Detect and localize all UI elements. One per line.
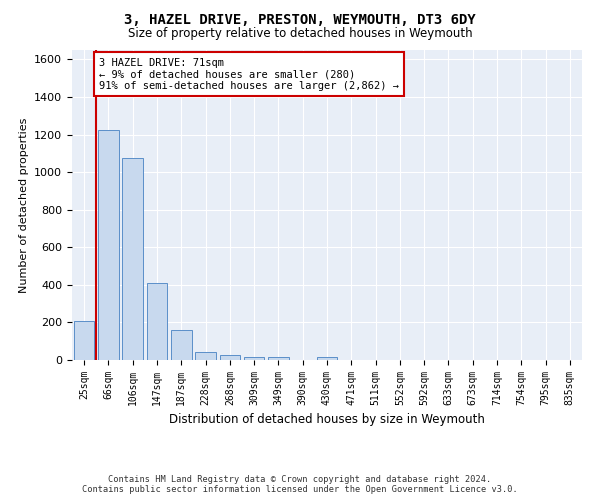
Text: 3, HAZEL DRIVE, PRESTON, WEYMOUTH, DT3 6DY: 3, HAZEL DRIVE, PRESTON, WEYMOUTH, DT3 6… (124, 12, 476, 26)
Bar (244, 356, 265, 360)
Text: Size of property relative to detached houses in Weymouth: Size of property relative to detached ho… (128, 28, 472, 40)
Bar (122, 158, 143, 360)
Bar (98, 130, 119, 360)
X-axis label: Distribution of detached houses by size in Weymouth: Distribution of detached houses by size … (169, 414, 485, 426)
Bar (220, 354, 240, 360)
Bar (146, 283, 167, 360)
Bar (268, 358, 289, 360)
Bar (171, 330, 191, 360)
Y-axis label: Number of detached properties: Number of detached properties (19, 118, 29, 292)
Bar (74, 322, 94, 360)
Text: Contains HM Land Registry data © Crown copyright and database right 2024.
Contai: Contains HM Land Registry data © Crown c… (82, 474, 518, 494)
Text: 3 HAZEL DRIVE: 71sqm
← 9% of detached houses are smaller (280)
91% of semi-detac: 3 HAZEL DRIVE: 71sqm ← 9% of detached ho… (99, 58, 399, 90)
Bar (317, 358, 337, 360)
Bar (195, 352, 216, 360)
